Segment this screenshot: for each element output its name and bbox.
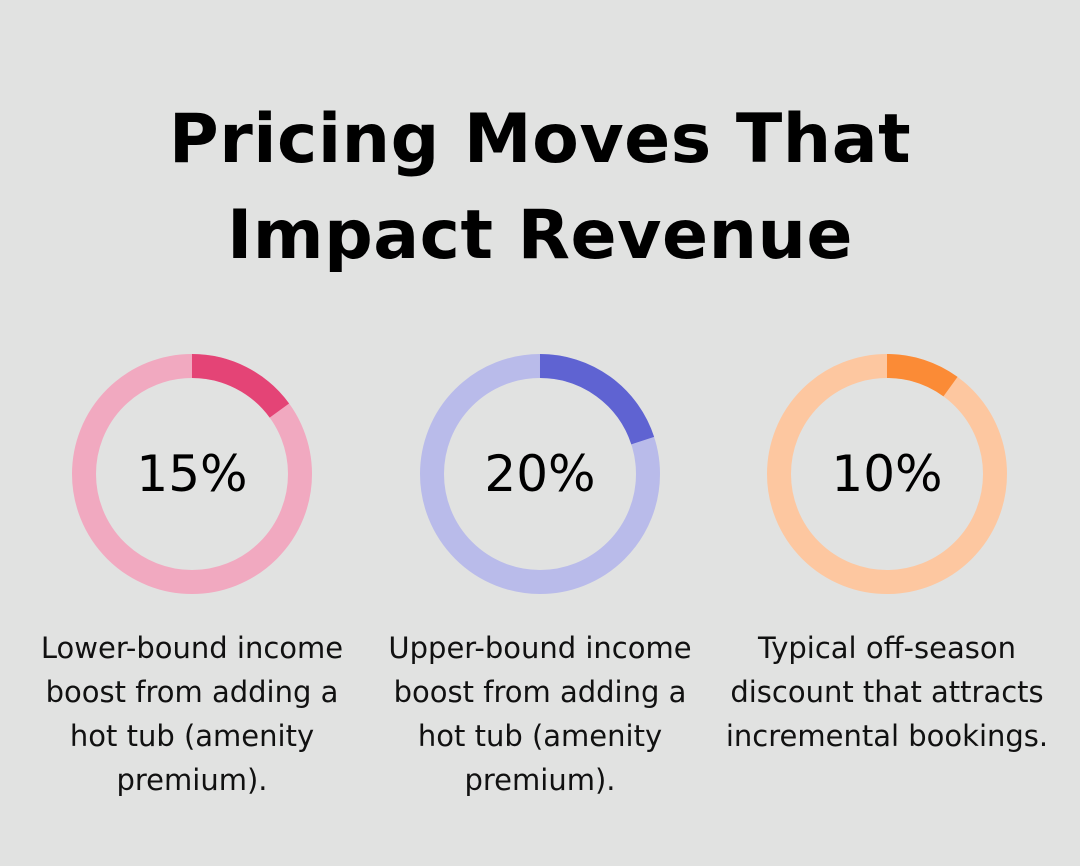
donut-arc-2 bbox=[539, 354, 655, 445]
donut-chart-3: 10% bbox=[765, 352, 1009, 596]
donut-ring-2 bbox=[420, 354, 660, 594]
donut-arc-3 bbox=[886, 354, 958, 397]
donut-ring-3 bbox=[767, 354, 1007, 594]
percent-label-3: 10% bbox=[831, 445, 943, 503]
caption-3: Typical off-season discount that attract… bbox=[725, 631, 1049, 753]
donut-arc-1 bbox=[191, 354, 290, 418]
donut-chart-2: 20% bbox=[418, 352, 662, 596]
caption-1: Lower-bound income boost from adding a h… bbox=[40, 631, 344, 797]
donut-ring-1 bbox=[72, 354, 312, 594]
donut-chart-1: 15% bbox=[70, 352, 314, 596]
percent-label-2: 20% bbox=[484, 445, 596, 503]
page-title: Pricing Moves That Impact Revenue bbox=[168, 100, 912, 275]
caption-2: Upper-bound income boost from adding a h… bbox=[388, 631, 692, 797]
percent-label-1: 15% bbox=[136, 445, 248, 503]
